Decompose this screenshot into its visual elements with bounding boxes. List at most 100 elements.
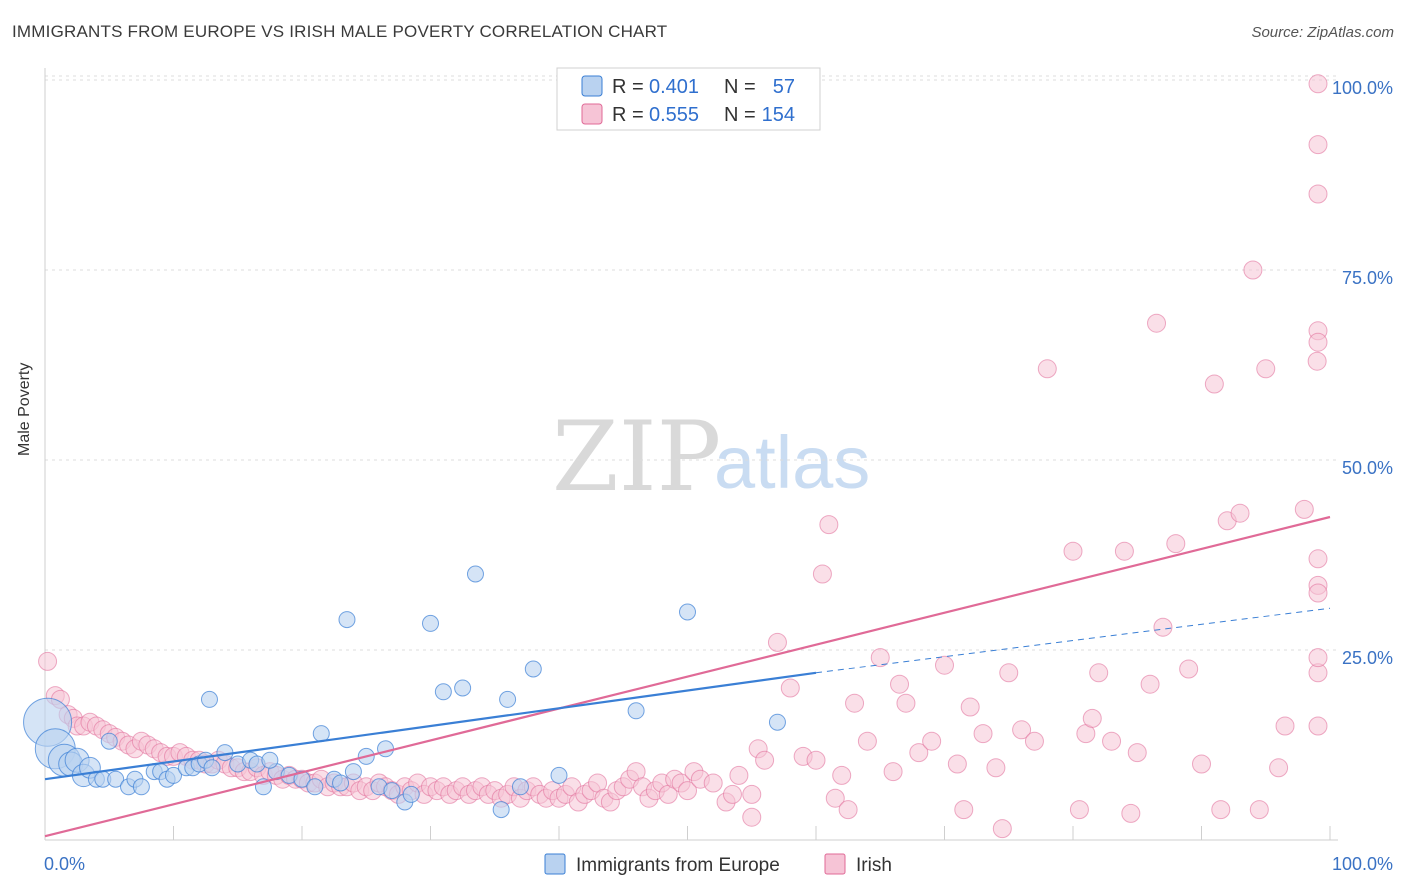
irish-trend-line <box>44 515 1331 838</box>
irish-point-106 <box>729 765 749 785</box>
bottom-legend-label-europe: Immigrants from Europe <box>576 855 780 876</box>
series-europe-points <box>23 565 786 819</box>
europe-point-33 <box>306 778 324 796</box>
legend-r-label: R = <box>612 76 644 98</box>
irish-point-134 <box>1063 541 1083 561</box>
irish-point-103 <box>703 773 723 793</box>
irish-point-160 <box>1308 648 1328 668</box>
irish-point-100 <box>678 781 697 801</box>
irish-point-113 <box>806 750 826 770</box>
irish-point-166 <box>1308 184 1328 204</box>
irish-point-154 <box>1294 499 1314 519</box>
irish-point-137 <box>1089 663 1109 683</box>
legend-r-value-europe: 0.401 <box>649 76 699 98</box>
irish-point-129 <box>986 758 1006 778</box>
europe-point-17 <box>165 766 182 784</box>
irish-point-165 <box>1308 583 1328 603</box>
europe-point-9 <box>100 732 118 750</box>
europe-point-54 <box>511 778 529 796</box>
irish-point-123 <box>909 743 929 763</box>
europe-point-46 <box>434 683 452 701</box>
irish-point-155 <box>1307 351 1327 371</box>
irish-point-153 <box>1275 716 1295 736</box>
irish-point-105 <box>722 784 742 804</box>
europe-point-36 <box>332 774 350 792</box>
irish-point-167 <box>742 807 762 827</box>
irish-point-143 <box>1153 617 1173 637</box>
europe-point-38 <box>344 763 362 781</box>
bottom-legend-swatch-irish <box>824 853 846 875</box>
irish-point-146 <box>1192 754 1211 774</box>
irish-point-163 <box>1308 135 1328 155</box>
y-tick-label-3: 100.0% <box>1332 78 1393 98</box>
irish-point-149 <box>1230 503 1250 523</box>
irish-point-115 <box>819 515 839 535</box>
europe-point-13 <box>132 778 150 796</box>
bottom-legend: Immigrants from Europe Irish <box>544 853 892 876</box>
source-label: Source: ZipAtlas.com <box>1251 24 1394 41</box>
irish-point-170 <box>954 800 974 820</box>
irish-point-128 <box>973 724 993 744</box>
tick-labels: 25.0% 50.0% 75.0% 100.0% 0.0% 100.0% <box>44 78 1393 874</box>
irish-point-164 <box>1308 74 1328 94</box>
irish-point-169 <box>838 800 858 820</box>
irish-point-161 <box>1308 332 1328 352</box>
europe-point-56 <box>768 713 786 731</box>
irish-point-152 <box>1269 758 1289 778</box>
irish-point-150 <box>1243 260 1263 280</box>
irish-point-126 <box>947 754 967 774</box>
irish-point-171 <box>992 819 1012 839</box>
europe-point-44 <box>402 785 420 803</box>
trend-lines <box>44 515 1331 838</box>
legend-n-value-irish: 154 <box>762 104 795 126</box>
irish-point-118 <box>857 731 877 751</box>
europe-point-50 <box>524 660 542 678</box>
europe-point-32 <box>293 770 311 788</box>
europe-point-48 <box>466 565 484 583</box>
chart-title: IMMIGRANTS FROM EUROPE VS IRISH MALE POV… <box>12 22 668 41</box>
europe-point-37 <box>338 611 356 629</box>
irish-point-147 <box>1204 374 1224 394</box>
irish-point-119 <box>870 648 890 668</box>
legend: R = 0.401 N = 57 R = 0.555 N = 154 <box>556 67 821 131</box>
irish-point-141 <box>1140 674 1160 694</box>
irish-point-138 <box>1102 731 1122 751</box>
europe-point-10 <box>107 770 125 788</box>
legend-n-label: N = <box>724 76 756 98</box>
europe-point-47 <box>454 679 472 697</box>
legend-swatch-europe <box>581 75 603 97</box>
irish-point-175 <box>1249 800 1269 820</box>
irish-point-142 <box>1147 313 1167 333</box>
watermark-zip: ZIP <box>552 401 721 513</box>
irish-point-132 <box>1024 731 1044 751</box>
irish-point-120 <box>883 762 903 782</box>
irish-point-0 <box>38 651 58 671</box>
irish-point-145 <box>1179 659 1199 679</box>
irish-point-174 <box>1211 800 1231 820</box>
irish-point-133 <box>1037 359 1057 379</box>
europe-point-53 <box>492 801 510 819</box>
europe-trend-line <box>44 671 817 781</box>
europe-trend-extension <box>815 607 1331 674</box>
europe-point-51 <box>550 766 568 784</box>
legend-swatch-irish <box>581 103 603 125</box>
irish-point-121 <box>890 674 910 694</box>
irish-point-139 <box>1114 541 1134 561</box>
irish-point-116 <box>832 765 852 785</box>
europe-point-52 <box>627 702 645 720</box>
irish-point-136 <box>1082 708 1102 728</box>
irish-point-114 <box>812 564 832 584</box>
europe-point-31 <box>261 751 279 769</box>
y-tick-label-0: 25.0% <box>1342 648 1393 668</box>
legend-r-label: R = <box>612 104 644 126</box>
europe-point-49 <box>499 690 517 708</box>
irish-point-107 <box>742 784 762 804</box>
irish-point-109 <box>755 750 775 770</box>
irish-point-122 <box>896 693 916 713</box>
irish-point-124 <box>922 731 942 751</box>
europe-point-42 <box>383 782 401 800</box>
irish-point-151 <box>1256 359 1276 379</box>
europe-point-55 <box>679 603 696 621</box>
irish-point-168 <box>825 788 845 808</box>
